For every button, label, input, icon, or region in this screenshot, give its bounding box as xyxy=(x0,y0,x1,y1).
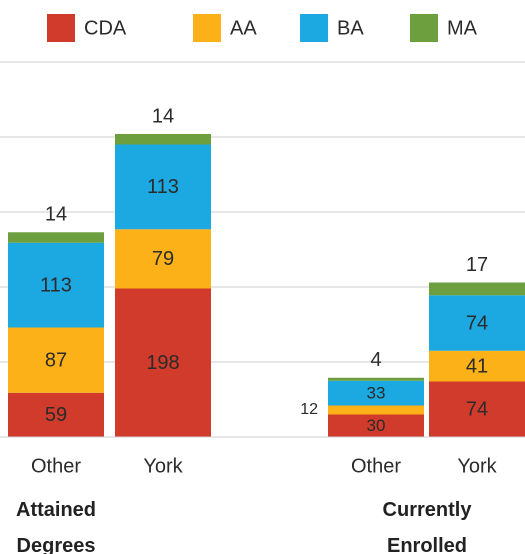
legend-swatch xyxy=(410,14,438,42)
data-label: 74 xyxy=(466,399,488,421)
data-label: 14 xyxy=(152,105,174,127)
bar-segment xyxy=(8,232,104,243)
data-label: 12 xyxy=(300,401,318,418)
bar-segment xyxy=(115,144,211,230)
legend-swatch xyxy=(47,14,75,42)
bar-segment xyxy=(115,229,211,289)
x-tick-label: Other xyxy=(31,455,81,477)
legend-label: MA xyxy=(447,17,478,39)
bar-segment xyxy=(328,405,424,415)
group-label: Currently Enrolled xyxy=(382,499,472,554)
data-label: 113 xyxy=(147,176,179,198)
data-label: 33 xyxy=(367,384,386,403)
data-label: 74 xyxy=(466,312,488,334)
bar-segment xyxy=(429,295,525,351)
bar-segment xyxy=(328,380,424,406)
legend-label: BA xyxy=(337,17,364,39)
bar-segment xyxy=(328,377,424,381)
bar-segment xyxy=(115,288,211,437)
legend-label: CDA xyxy=(84,17,127,39)
bar-segment xyxy=(429,350,525,382)
data-label: 41 xyxy=(466,355,488,377)
data-label: 79 xyxy=(152,248,174,270)
legend-swatch xyxy=(193,14,221,42)
bar-segment xyxy=(115,134,211,145)
bar-segment xyxy=(8,392,104,437)
legend-swatch xyxy=(300,14,328,42)
bar-segment xyxy=(8,242,104,328)
data-label: 59 xyxy=(45,404,67,426)
x-tick-label: York xyxy=(143,455,183,477)
x-tick-label: Other xyxy=(351,455,401,477)
data-label: 113 xyxy=(40,274,72,296)
bar-segment xyxy=(429,282,525,296)
group-label: Attained Degrees xyxy=(16,499,96,554)
bar-segment xyxy=(328,414,424,437)
x-tick-label: York xyxy=(457,455,497,477)
data-label: 14 xyxy=(45,204,67,226)
bar-segment xyxy=(8,327,104,393)
bar-segment xyxy=(429,381,525,437)
data-label: 17 xyxy=(466,254,488,276)
data-label: 198 xyxy=(146,352,179,374)
data-label: 4 xyxy=(370,349,381,371)
data-label: 87 xyxy=(45,349,67,371)
data-label: 30 xyxy=(367,416,386,435)
legend-label: AA xyxy=(230,17,257,39)
